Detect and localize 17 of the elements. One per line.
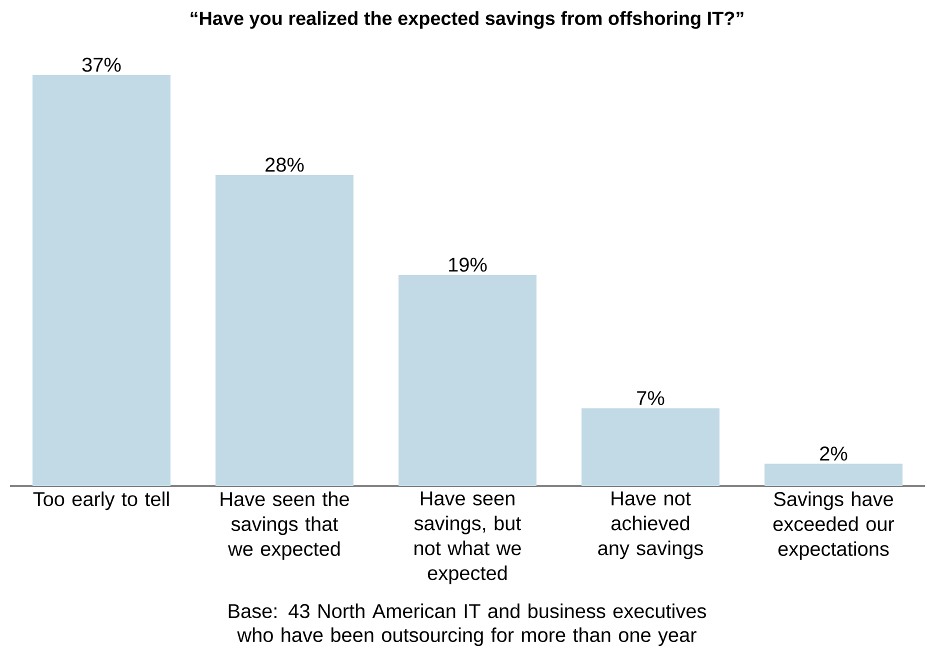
bar: [32, 74, 170, 486]
x-tick-label: Have seen savings, but not what we expected: [414, 492, 522, 584]
data-label: 19%: [449, 258, 487, 272]
text: Base: 43 North American IT and business executives who have been outsourcing for more than one year: [228, 604, 706, 646]
data-label: 7%: [637, 391, 664, 406]
bar: [764, 464, 903, 486]
data-label: 28%: [266, 158, 304, 172]
x-tick-label: Have not achieved any savings: [598, 492, 703, 560]
x-tick-label: Have seen the savings that we expected: [220, 492, 349, 560]
bar: [582, 408, 720, 486]
x-tick-label: Too early to tell: [33, 492, 169, 510]
data-label: 37%: [82, 58, 121, 72]
bar: [398, 274, 537, 486]
x-tick-label: Savings have exceeded our expectations: [773, 492, 894, 560]
bar: [216, 174, 354, 486]
chart-title: “Have you realized the expected savings from offshoring IT?”: [190, 11, 744, 29]
data-label: 2%: [820, 446, 848, 461]
